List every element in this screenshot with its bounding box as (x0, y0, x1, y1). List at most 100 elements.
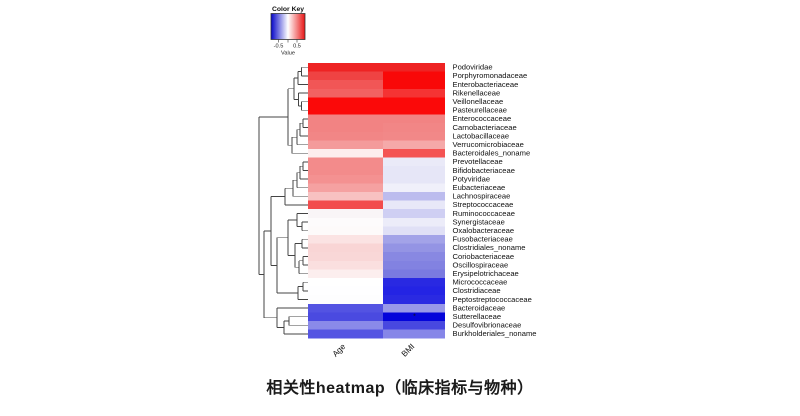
figure-title: 相关性heatmap（临床指标与物种） (266, 380, 534, 397)
heatmap-cell-Age-Eubacteriaceae (308, 183, 383, 193)
correlation-heatmap-figure: Color Key -0.5 0.5 Value Podoviridae Porp… (258, 6, 537, 359)
color-key-ticks (278, 39, 298, 43)
row-labels: PodoviridaePorphyromonadaceaeEnterobacte… (453, 63, 537, 339)
heatmap-cell-Age-Lachnospiraceae (308, 192, 383, 201)
heatmap-cell-Age-Micrococcaceae (308, 278, 383, 287)
heatmap-cell-BMI-Lactobacillaceae (383, 131, 445, 141)
heatmap-cell-BMI-Rikenellaceae (383, 88, 445, 98)
color-key: Color Key -0.5 0.5 Value (270, 6, 306, 57)
row-label: Synergistaceae (453, 217, 505, 226)
heatmap-cell-BMI-Potyviridae (383, 174, 445, 184)
heatmap-cell-BMI-Enterococcaceae (383, 114, 445, 124)
heatmap-cell-Age-Fusobacteriaceae (308, 235, 383, 244)
heatmap-cell-Age-Rikenellaceae (308, 88, 383, 98)
row-label: Bacteroidaceae (453, 303, 506, 312)
row-label: Carnobacteriaceae (453, 123, 517, 132)
heatmap-cells (308, 63, 445, 339)
heatmap-cell-Age-Sutterellaceae (308, 312, 383, 322)
significance-marker: * (413, 314, 416, 321)
row-label: Podoviridae (453, 63, 493, 72)
heatmap-cell-BMI-Podoviridae (383, 63, 445, 72)
heatmap-cell-BMI-Coriobacteriaceae (383, 252, 445, 261)
row-label: Oscillospiraceae (453, 260, 509, 269)
row-label: Potyviridae (453, 174, 491, 183)
row-label: Pasteurellaceae (453, 106, 507, 115)
heatmap-cell-BMI-Eubacteriaceae (383, 183, 445, 193)
column-label-bmi: BMI (400, 342, 417, 359)
heatmap-cell-Age-Coriobacteriaceae (308, 252, 383, 261)
heatmap-cell-Age-Peptostreptococcaceae (308, 295, 383, 304)
heatmap-cell-BMI-Bacteroidaceae (383, 303, 445, 313)
column-label-age: Age (331, 342, 348, 359)
heatmap-cell-BMI-Clostridiaceae (383, 286, 445, 296)
heatmap-cell-BMI-Bifidobacteriaceae (383, 166, 445, 175)
heatmap-cell-BMI-Synergistaceae (383, 217, 445, 227)
row-label: Ruminococcaceae (453, 209, 515, 218)
heatmap-cell-Age-Bacteroidaceae (308, 303, 383, 313)
row-label: Bacteroidales_noname (453, 149, 531, 158)
heatmap-cell-Age-Lactobacillaceae (308, 131, 383, 141)
row-label: Eubacteriaceae (453, 183, 506, 192)
row-label: Bifidobacteriaceae (453, 166, 515, 175)
heatmap-cell-BMI-Pasteurellaceae (383, 106, 445, 115)
row-label: Porphyromonadaceae (453, 71, 528, 80)
heatmap-cell-Age-Enterobacteriaceae (308, 80, 383, 89)
row-label: Streptococcaceae (453, 200, 514, 209)
heatmap-cell-BMI-Streptococcaceae (383, 200, 445, 210)
row-label: Fusobacteriaceae (453, 235, 513, 244)
heatmap-cell-Age-Ruminococcaceae (308, 209, 383, 218)
heatmap-cell-BMI-Bacteroidales_noname (383, 149, 445, 158)
significance-markers: * (413, 314, 416, 321)
color-key-tick-label-high: 0.5 (293, 44, 301, 50)
heatmap-cell-BMI-Micrococcaceae (383, 278, 445, 287)
heatmap-cell-BMI-Oscillospiraceae (383, 260, 445, 270)
heatmap-cell-BMI-Burkholderiales_noname (383, 329, 445, 339)
heatmap-cell-Age-Bifidobacteriaceae (308, 166, 383, 175)
row-label: Enterobacteriaceae (453, 80, 519, 89)
heatmap-cell-BMI-Oxalobacteraceae (383, 226, 445, 236)
row-label: Coriobacteriaceae (453, 252, 515, 261)
heatmap-cell-Age-Pasteurellaceae (308, 106, 383, 115)
row-label: Micrococcaceae (453, 278, 508, 287)
heatmap-cell-Age-Podoviridae (308, 63, 383, 72)
heatmap-cell-Age-Bacteroidales_noname (308, 149, 383, 158)
color-key-gradient (270, 13, 306, 40)
heatmap-cell-BMI-Enterobacteriaceae (383, 80, 445, 89)
heatmap-cell-Age-Veillonellaceae (308, 97, 383, 107)
heatmap-cell-Age-Desulfovibrionaceae (308, 321, 383, 330)
row-label: Rikenellaceae (453, 88, 501, 97)
heatmap-cell-Age-Synergistaceae (308, 217, 383, 227)
heatmap-cell-BMI-Fusobacteriaceae (383, 235, 445, 244)
heatmap-cell-Age-Prevotellaceae (308, 157, 383, 167)
row-label: Burkholderiales_noname (453, 329, 537, 338)
row-label: Clostridiales_noname (453, 243, 526, 252)
row-label: Prevotellaceae (453, 157, 503, 166)
row-label: Verrucomicrobiaceae (453, 140, 524, 149)
heatmap-cell-Age-Oscillospiraceae (308, 260, 383, 270)
heatmap-svg: Color Key -0.5 0.5 Value PodoviridaePorp… (258, 6, 537, 359)
row-dendrogram (258, 66, 308, 335)
heatmap-cell-Age-Carnobacteriaceae (308, 123, 383, 132)
heatmap-cell-BMI-Prevotellaceae (383, 157, 445, 167)
heatmap-cell-BMI-Carnobacteriaceae (383, 123, 445, 132)
heatmap-cell-Age-Verrucomicrobiaceae (308, 140, 383, 150)
heatmap-cell-BMI-Veillonellaceae (383, 97, 445, 107)
heatmap-cell-BMI-Ruminococcaceae (383, 209, 445, 218)
heatmap-cell-BMI-Sutterellaceae (383, 312, 445, 322)
heatmap-cell-BMI-Verrucomicrobiaceae (383, 140, 445, 150)
heatmap-cell-Age-Oxalobacteraceae (308, 226, 383, 236)
heatmap-cell-Age-Erysipelotrichaceae (308, 269, 383, 279)
row-label: Lachnospiraceae (453, 192, 511, 201)
color-key-axis-label: Value (281, 51, 295, 57)
color-key-tick-label-low: -0.5 (274, 44, 284, 50)
heatmap-cell-Age-Porphyromonadaceae (308, 71, 383, 81)
row-label: Desulfovibrionaceae (453, 321, 522, 330)
heatmap-cell-BMI-Peptostreptococcaceae (383, 295, 445, 304)
heatmap-cell-Age-Potyviridae (308, 174, 383, 184)
heatmap-cell-BMI-Erysipelotrichaceae (383, 269, 445, 279)
heatmap-cell-Age-Streptococcaceae (308, 200, 383, 210)
column-labels: Age BMI (331, 342, 417, 359)
row-label: Enterococcaceae (453, 114, 512, 123)
row-label: Lactobacillaceae (453, 131, 510, 140)
